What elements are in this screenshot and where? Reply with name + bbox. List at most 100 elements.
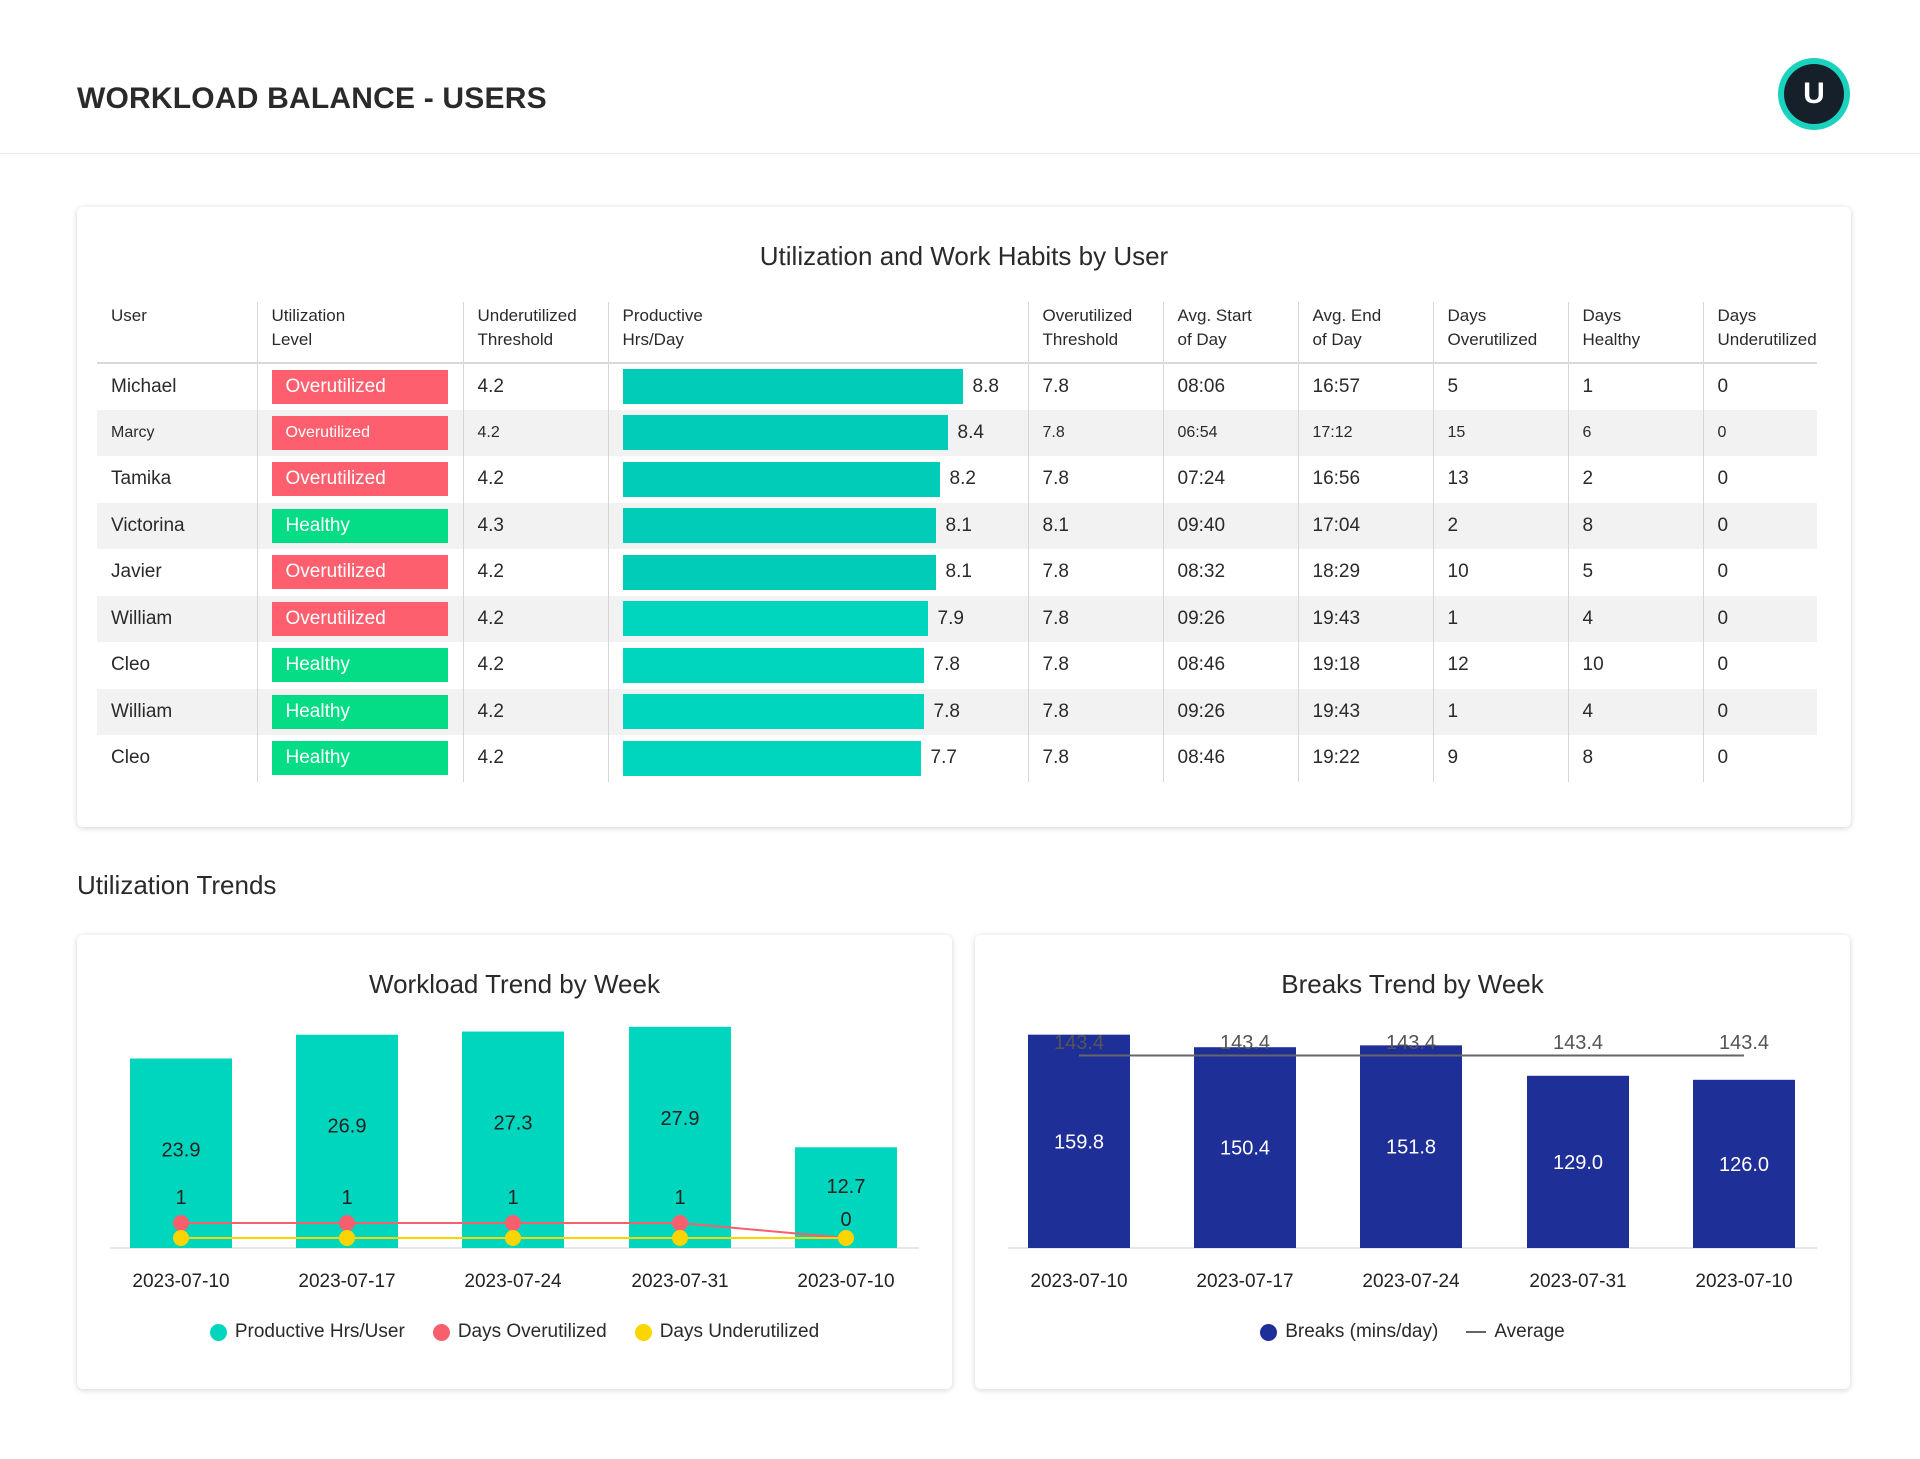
column-header[interactable]: Overutilized Threshold [1027,302,1163,364]
column-header[interactable]: Days Underutilized [1702,302,1817,364]
status-badge: Healthy [271,648,448,683]
cell-days-overutilized: 9 [1432,735,1568,782]
days-underutilized-point[interactable] [339,1230,355,1246]
table-row[interactable]: Tamika Overutilized 4.2 8.2 7.8 07:24 16:56 13 2… [97,456,1817,503]
column-header[interactable]: Days Healthy [1567,302,1703,364]
cell-days-underutilized: 0 [1702,409,1817,456]
days-underutilized-point[interactable] [838,1230,854,1246]
status-badge: Healthy [271,508,448,543]
breaks-bar[interactable] [1693,1079,1795,1248]
cell-overutilized-threshold: 7.8 [1027,363,1163,410]
workload-bar[interactable] [462,1031,564,1248]
column-header[interactable]: Utilization Level [256,302,463,364]
table-row[interactable]: Javier Overutilized 4.2 8.1 7.8 08:32 18:29 10 5… [97,549,1817,596]
cell-avg-end: 18:29 [1297,549,1433,596]
section-title: Utilization Trends [77,870,277,900]
cell-overutilized-threshold: 7.8 [1027,595,1163,642]
column-header[interactable]: Avg. Start of Day [1162,302,1298,364]
table-row[interactable]: Cleo Healthy 4.2 7.8 7.8 08:46 19:18 12 10 0 [97,642,1817,689]
column-header[interactable]: User [97,302,257,364]
table-row[interactable]: Marcy Overutilized 4.2 8.4 7.8 06:54 17:12 15 6 0 [97,409,1817,456]
cell-days-healthy: 10 [1567,642,1703,689]
table-title: Utilization and Work Habits by User [759,241,1169,271]
cell-avg-start: 09:26 [1162,595,1298,642]
days-underutilized-point[interactable] [173,1230,189,1246]
column-header[interactable]: Underutilized Threshold [462,302,608,364]
breaks-chart: 159.8 2023-07-10 150.4 2023-07-17 151.8 2023-… [1008,1032,1817,1292]
cell-days-healthy: 1 [1567,363,1703,410]
x-tick-label: 2023-07-24 [1362,1271,1460,1292]
table-row[interactable]: William Overutilized 4.2 7.9 7.8 09:26 19:43 1 4… [97,595,1817,642]
breaks-bar[interactable] [1028,1034,1130,1248]
column-header-line2: Threshold [1042,330,1119,349]
table-header-row: User Utilization Level Underutilized Thresho… [97,302,1817,364]
status-badge: Overutilized [271,462,448,497]
column-header-line1: Avg. Start [1177,306,1252,325]
column-header-line2: Underutilized [1717,330,1817,349]
days-overutilized-point[interactable] [672,1215,688,1231]
cell-overutilized-threshold: 7.8 [1027,688,1163,735]
average-label: 143.4 [1553,1032,1603,1054]
cell-days-healthy: 2 [1567,456,1703,503]
productive-hrs-bar [622,694,924,730]
legend-days-overutilized[interactable]: Days Overutilized [432,1321,607,1343]
breaks-bar-label: 159.8 [1054,1131,1104,1153]
cell-days-underutilized: 0 [1702,549,1817,596]
cell-utilization-level: Overutilized [256,456,463,503]
table-row[interactable]: William Healthy 4.2 7.8 7.8 09:26 19:43 1 4 0 [97,688,1817,735]
cell-avg-end: 19:43 [1297,688,1433,735]
productive-hrs-value: 7.8 [933,654,960,676]
breaks-bar[interactable] [1527,1075,1629,1248]
legend-dot-icon [1260,1323,1278,1341]
column-header-line2: of Day [1177,330,1227,349]
days-overutilized-label: 1 [175,1187,186,1209]
legend-label: Average [1494,1321,1565,1342]
productive-hrs-bar [622,508,936,544]
table-row[interactable]: Michael Overutilized 4.2 8.8 7.8 08:06 16:57 5 1… [97,363,1817,410]
cell-underutilized-threshold: 4.2 [462,456,608,503]
productive-hrs-value: 7.7 [930,747,957,769]
productive-hrs-bar [622,415,948,451]
cell-productive-hrs: 8.8 [607,363,1028,410]
workload-trend-card: Workload Trend by Week 23.9 2023-07-10 26.… [77,935,952,1389]
cell-avg-end: 16:56 [1297,456,1433,503]
cell-utilization-level: Overutilized [256,549,463,596]
cell-productive-hrs: 8.4 [607,409,1028,456]
column-header[interactable]: Days Overutilized [1432,302,1568,364]
status-badge: Overutilized [271,415,448,450]
legend-productive-hrs[interactable]: Productive Hrs/User [209,1321,405,1343]
cell-avg-start: 06:54 [1162,409,1298,456]
productive-hrs-bar [622,601,928,637]
workload-bar[interactable] [296,1034,398,1248]
cell-avg-end: 17:04 [1297,502,1433,549]
column-header-line2 [111,328,243,352]
productive-hrs-bar [622,647,924,683]
days-overutilized-point[interactable] [173,1215,189,1231]
workload-bar[interactable] [629,1026,731,1248]
table-row[interactable]: Cleo Healthy 4.2 7.7 7.8 08:46 19:22 9 8 0 [97,735,1817,782]
cell-avg-start: 08:32 [1162,549,1298,596]
breaks-bar[interactable] [1360,1045,1462,1248]
days-overutilized-point[interactable] [339,1215,355,1231]
cell-days-healthy: 8 [1567,502,1703,549]
breaks-bar[interactable] [1194,1047,1296,1248]
days-overutilized-point[interactable] [505,1215,521,1231]
workload-chart-title: Workload Trend by Week [369,969,660,999]
legend-breaks[interactable]: Breaks (mins/day) [1260,1321,1438,1343]
cell-user: William [97,595,257,642]
cell-utilization-level: Healthy [256,502,463,549]
legend-average[interactable]: Average [1466,1321,1565,1343]
column-header[interactable]: Productive Hrs/Day [607,302,1028,364]
days-underutilized-point[interactable] [672,1230,688,1246]
legend-days-underutilized[interactable]: Days Underutilized [634,1321,819,1343]
column-header[interactable]: Avg. End of Day [1297,302,1433,364]
column-header-line1: Days [1447,306,1487,325]
cell-utilization-level: Overutilized [256,409,463,456]
user-avatar[interactable]: U [1778,58,1850,130]
cell-overutilized-threshold: 8.1 [1027,502,1163,549]
days-underutilized-point[interactable] [505,1230,521,1246]
cell-user: Cleo [111,654,151,676]
column-header-line1: Utilization [271,306,346,325]
table-row[interactable]: Victorina Healthy 4.3 8.1 8.1 09:40 17:04 2 8 0 [97,502,1817,549]
column-header-line1: Underutilized [477,306,577,325]
